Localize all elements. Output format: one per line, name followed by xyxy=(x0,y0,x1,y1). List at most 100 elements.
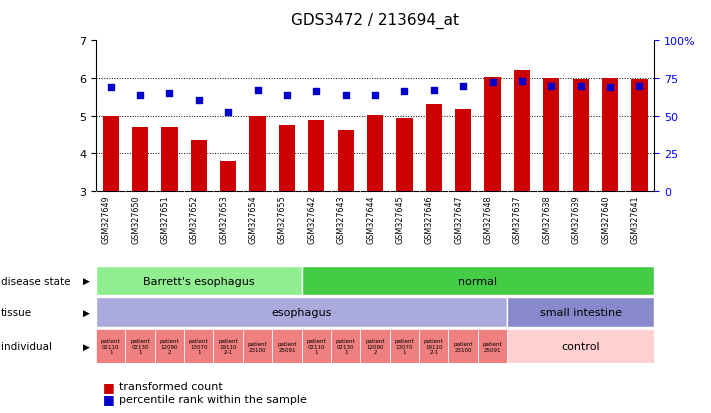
Bar xyxy=(191,141,207,192)
Bar xyxy=(220,161,236,192)
Bar xyxy=(602,79,618,192)
Text: patient
25091: patient 25091 xyxy=(277,341,296,352)
Point xyxy=(105,85,117,92)
Text: ▶: ▶ xyxy=(83,342,90,351)
Point xyxy=(164,90,175,97)
Text: tissue: tissue xyxy=(1,308,32,318)
Text: GSM327652: GSM327652 xyxy=(190,195,199,244)
Bar xyxy=(184,330,213,363)
Text: patient
23100: patient 23100 xyxy=(454,341,473,352)
Bar xyxy=(572,80,589,192)
Text: patient
13070
1: patient 13070 1 xyxy=(395,339,415,354)
Point xyxy=(399,89,410,95)
Point xyxy=(193,97,205,104)
Text: patient
13070
1: patient 13070 1 xyxy=(189,339,208,354)
Bar xyxy=(449,330,478,363)
Text: patient
02130
1: patient 02130 1 xyxy=(336,339,356,354)
Text: normal: normal xyxy=(459,276,498,286)
Point xyxy=(311,89,322,95)
Bar xyxy=(390,330,419,363)
Bar xyxy=(250,116,266,192)
Text: GSM327644: GSM327644 xyxy=(366,195,375,244)
Text: patient
02110
1: patient 02110 1 xyxy=(306,339,326,354)
Bar xyxy=(338,131,354,192)
Bar xyxy=(301,266,654,296)
Bar xyxy=(96,298,507,328)
Bar xyxy=(331,330,360,363)
Text: GSM327641: GSM327641 xyxy=(631,195,639,244)
Text: GSM327649: GSM327649 xyxy=(102,195,111,244)
Bar xyxy=(243,330,272,363)
Text: GSM327642: GSM327642 xyxy=(307,195,316,244)
Text: ■: ■ xyxy=(103,392,115,405)
Text: GSM327648: GSM327648 xyxy=(483,195,493,244)
Point xyxy=(428,88,439,94)
Text: control: control xyxy=(562,342,600,351)
Text: GSM327638: GSM327638 xyxy=(542,195,551,244)
Text: individual: individual xyxy=(1,342,52,351)
Text: GSM327655: GSM327655 xyxy=(278,195,287,244)
Bar xyxy=(102,116,119,192)
Text: ▶: ▶ xyxy=(83,276,90,285)
Text: patient
02110
1: patient 02110 1 xyxy=(101,339,120,354)
Bar xyxy=(155,330,184,363)
Point xyxy=(223,109,234,116)
Bar xyxy=(419,330,449,363)
Point xyxy=(370,93,381,99)
Bar xyxy=(161,128,178,192)
Bar xyxy=(543,79,560,192)
Point xyxy=(340,93,351,99)
Text: GSM327654: GSM327654 xyxy=(249,195,257,244)
Text: percentile rank within the sample: percentile rank within the sample xyxy=(119,394,306,404)
Bar xyxy=(279,126,295,192)
Bar xyxy=(478,330,507,363)
Text: GSM327645: GSM327645 xyxy=(395,195,405,244)
Bar xyxy=(96,266,301,296)
Bar xyxy=(426,104,442,192)
Text: patient
19110
2-1: patient 19110 2-1 xyxy=(218,339,238,354)
Text: GSM327637: GSM327637 xyxy=(513,195,522,244)
Bar xyxy=(301,330,331,363)
Text: GSM327650: GSM327650 xyxy=(131,195,140,244)
Bar xyxy=(309,121,324,192)
Bar xyxy=(367,116,383,192)
Text: GDS3472 / 213694_at: GDS3472 / 213694_at xyxy=(291,12,459,28)
Bar xyxy=(272,330,301,363)
Bar xyxy=(631,80,648,192)
Text: GSM327647: GSM327647 xyxy=(454,195,463,244)
Point xyxy=(575,83,587,90)
Bar xyxy=(96,330,125,363)
Point xyxy=(545,84,557,90)
Bar xyxy=(507,298,654,328)
Text: GSM327646: GSM327646 xyxy=(424,195,434,244)
Point xyxy=(252,88,263,94)
Bar xyxy=(507,330,654,363)
Text: patient
23100: patient 23100 xyxy=(247,341,267,352)
Point xyxy=(487,79,498,86)
Point xyxy=(134,93,146,99)
Bar xyxy=(455,110,471,192)
Bar xyxy=(514,71,530,192)
Point xyxy=(516,78,528,85)
Bar xyxy=(396,119,412,192)
Text: Barrett's esophagus: Barrett's esophagus xyxy=(143,276,255,286)
Point xyxy=(282,93,293,99)
Text: ▶: ▶ xyxy=(83,308,90,317)
Text: patient
12090
2: patient 12090 2 xyxy=(365,339,385,354)
Text: GSM327640: GSM327640 xyxy=(601,195,610,244)
Bar xyxy=(213,330,243,363)
Point xyxy=(457,84,469,90)
Text: ■: ■ xyxy=(103,380,115,393)
Text: GSM327653: GSM327653 xyxy=(219,195,228,244)
Text: transformed count: transformed count xyxy=(119,381,223,391)
Point xyxy=(604,85,616,92)
Text: esophagus: esophagus xyxy=(272,308,332,318)
Text: patient
25091: patient 25091 xyxy=(483,341,503,352)
Point xyxy=(634,84,645,90)
Text: patient
19110
2-1: patient 19110 2-1 xyxy=(424,339,444,354)
Bar xyxy=(360,330,390,363)
Text: disease state: disease state xyxy=(1,276,70,286)
Text: small intestine: small intestine xyxy=(540,308,621,318)
Bar xyxy=(132,128,148,192)
Text: patient
12090
2: patient 12090 2 xyxy=(159,339,179,354)
